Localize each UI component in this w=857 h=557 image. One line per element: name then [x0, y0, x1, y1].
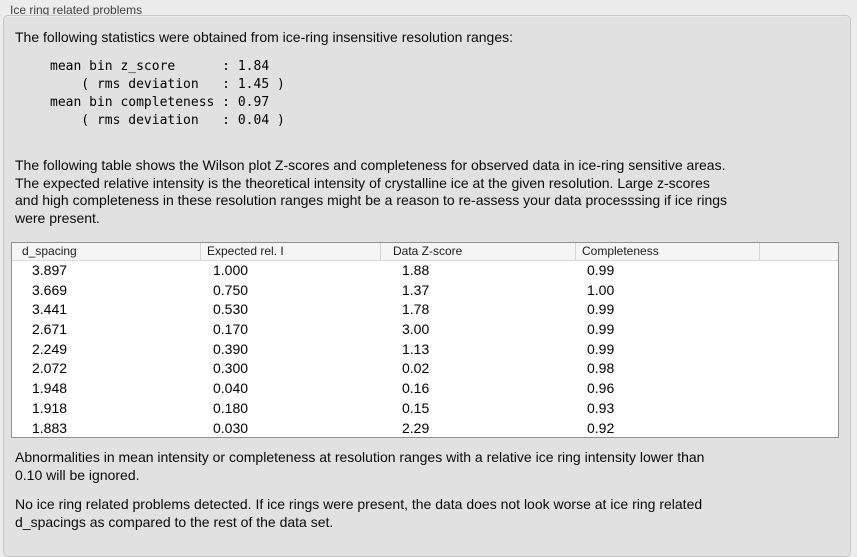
table-cell: 0.040 — [213, 380, 249, 397]
table-cell: 1.000 — [213, 262, 249, 278]
header-cell-filler — [759, 243, 838, 260]
table-cell: 1.918 — [32, 399, 68, 416]
table-cell: 1.00 — [587, 281, 615, 298]
table-cell: 0.99 — [587, 301, 615, 318]
table-cell: 0.180 — [213, 399, 249, 416]
table-row[interactable]: 2.671 0.170 3.00 0.99 — [12, 320, 838, 340]
header-cell-data-z-score[interactable]: Data Z-score — [380, 243, 575, 260]
table-row[interactable]: 3.897 1.000 1.88 0.99 — [12, 261, 838, 281]
table-cell: 2.072 — [32, 360, 68, 377]
table-cell: 0.530 — [213, 301, 249, 318]
table-header-row: d_spacing Expected rel. I Data Z-score Comp… — [12, 243, 838, 261]
conclusion-text: No ice ring related problems detected. I… — [15, 496, 703, 530]
stats-block: mean bin z_score : 1.84 ( rms deviation … — [50, 59, 285, 128]
table-cell: 1.78 — [402, 301, 430, 318]
table-cell: 0.750 — [213, 281, 249, 298]
table-cell: 0.15 — [402, 399, 430, 416]
table-row[interactable]: 2.072 0.300 0.02 0.98 — [12, 359, 838, 379]
table-cell: 0.92 — [587, 419, 615, 436]
table-row[interactable]: 3.441 0.530 1.78 0.99 — [12, 300, 838, 320]
intro-text: The following statistics were obtained f… — [15, 29, 514, 45]
description-text: The following table shows the Wilson plo… — [15, 157, 728, 226]
header-cell-expected-rel-i[interactable]: Expected rel. I — [200, 243, 380, 260]
table-cell: 2.249 — [32, 340, 68, 357]
table-cell: 0.170 — [213, 321, 249, 338]
table-cell: 0.390 — [213, 340, 249, 357]
table-cell: 2.671 — [32, 321, 68, 338]
table-cell: 0.16 — [402, 380, 430, 397]
table-row[interactable]: 1.883 0.030 2.29 0.92 — [12, 419, 838, 438]
table-cell: 0.99 — [587, 321, 615, 338]
ice-ring-table: d_spacing Expected rel. I Data Z-score Comp… — [11, 242, 839, 438]
header-cell-completeness[interactable]: Completeness — [575, 243, 759, 260]
table-cell: 0.300 — [213, 360, 249, 377]
table-cell: 0.030 — [213, 419, 249, 436]
table-cell: 1.948 — [32, 380, 68, 397]
table-row[interactable]: 3.669 0.750 1.37 1.00 — [12, 281, 838, 301]
header-cell-d-spacing[interactable]: d_spacing — [22, 244, 77, 258]
table-cell: 0.93 — [587, 399, 615, 416]
table-cell: 0.98 — [587, 360, 615, 377]
groupbox-title: Ice ring related problems — [10, 3, 143, 17]
table-cell: 0.02 — [402, 360, 430, 377]
table-row[interactable]: 1.948 0.040 0.16 0.96 — [12, 379, 838, 399]
table-cell: 3.669 — [32, 281, 68, 298]
table-cell: 1.37 — [402, 281, 430, 298]
table-cell: 3.00 — [402, 321, 430, 338]
table-row[interactable]: 1.918 0.180 0.15 0.93 — [12, 399, 838, 419]
table-cell: 0.99 — [587, 262, 615, 278]
table-cell: 1.13 — [402, 340, 430, 357]
table-cell: 1.88 — [402, 262, 430, 278]
table-cell: 3.897 — [32, 262, 68, 278]
table-cell: 0.99 — [587, 340, 615, 357]
ice-ring-groupbox: The following statistics were obtained f… — [3, 15, 851, 557]
table-cell: 0.96 — [587, 380, 615, 397]
table-body: 3.897 1.000 1.88 0.99 3.669 0.750 1.37 1.00 3.44… — [12, 261, 838, 438]
table-row[interactable]: 2.249 0.390 1.13 0.99 — [12, 340, 838, 360]
ignore-note-text: Abnormalities in mean intensity or compl… — [15, 449, 705, 483]
table-cell: 3.441 — [32, 301, 68, 318]
table-cell: 1.883 — [32, 419, 68, 436]
table-cell: 2.29 — [402, 419, 430, 436]
